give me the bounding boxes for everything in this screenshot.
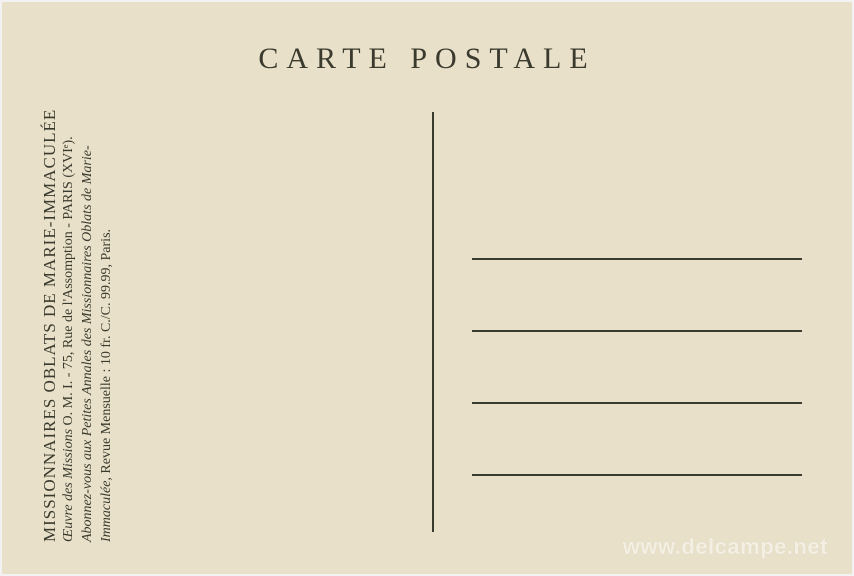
watermark-delcampe: www.delcampe.net (623, 534, 828, 560)
center-divider (432, 112, 434, 532)
publisher-line-2: Abonnez-vous aux Petites Annales des Mis… (79, 42, 98, 542)
publisher-line-3b: Revue Mensuelle : 10 fr. C./C. 99.99, Pa… (99, 229, 114, 474)
publisher-line-1a: Œuvre des Missions (61, 425, 76, 542)
publisher-line-1b: O. M. I. - 75, Rue de l'Assomption - PAR… (61, 136, 76, 425)
heading-carte-postale: CARTE POSTALE (2, 42, 852, 76)
publisher-title: MISSIONNAIRES OBLATS DE MARIE-IMMACULÉE (40, 42, 60, 542)
address-line-2 (472, 330, 802, 332)
publisher-block: MISSIONNAIRES OBLATS DE MARIE-IMMACULÉE … (40, 42, 117, 542)
address-line-1 (472, 258, 802, 260)
address-line-4 (472, 474, 802, 476)
postcard-frame: CARTE POSTALE MISSIONNAIRES OBLATS DE MA… (0, 0, 854, 576)
address-line-3 (472, 402, 802, 404)
publisher-line-3: Immaculée, Revue Mensuelle : 10 fr. C./C… (98, 42, 117, 542)
publisher-line-3a: Immaculée, (99, 474, 114, 542)
publisher-line-1: Œuvre des Missions O. M. I. - 75, Rue de… (60, 42, 79, 542)
